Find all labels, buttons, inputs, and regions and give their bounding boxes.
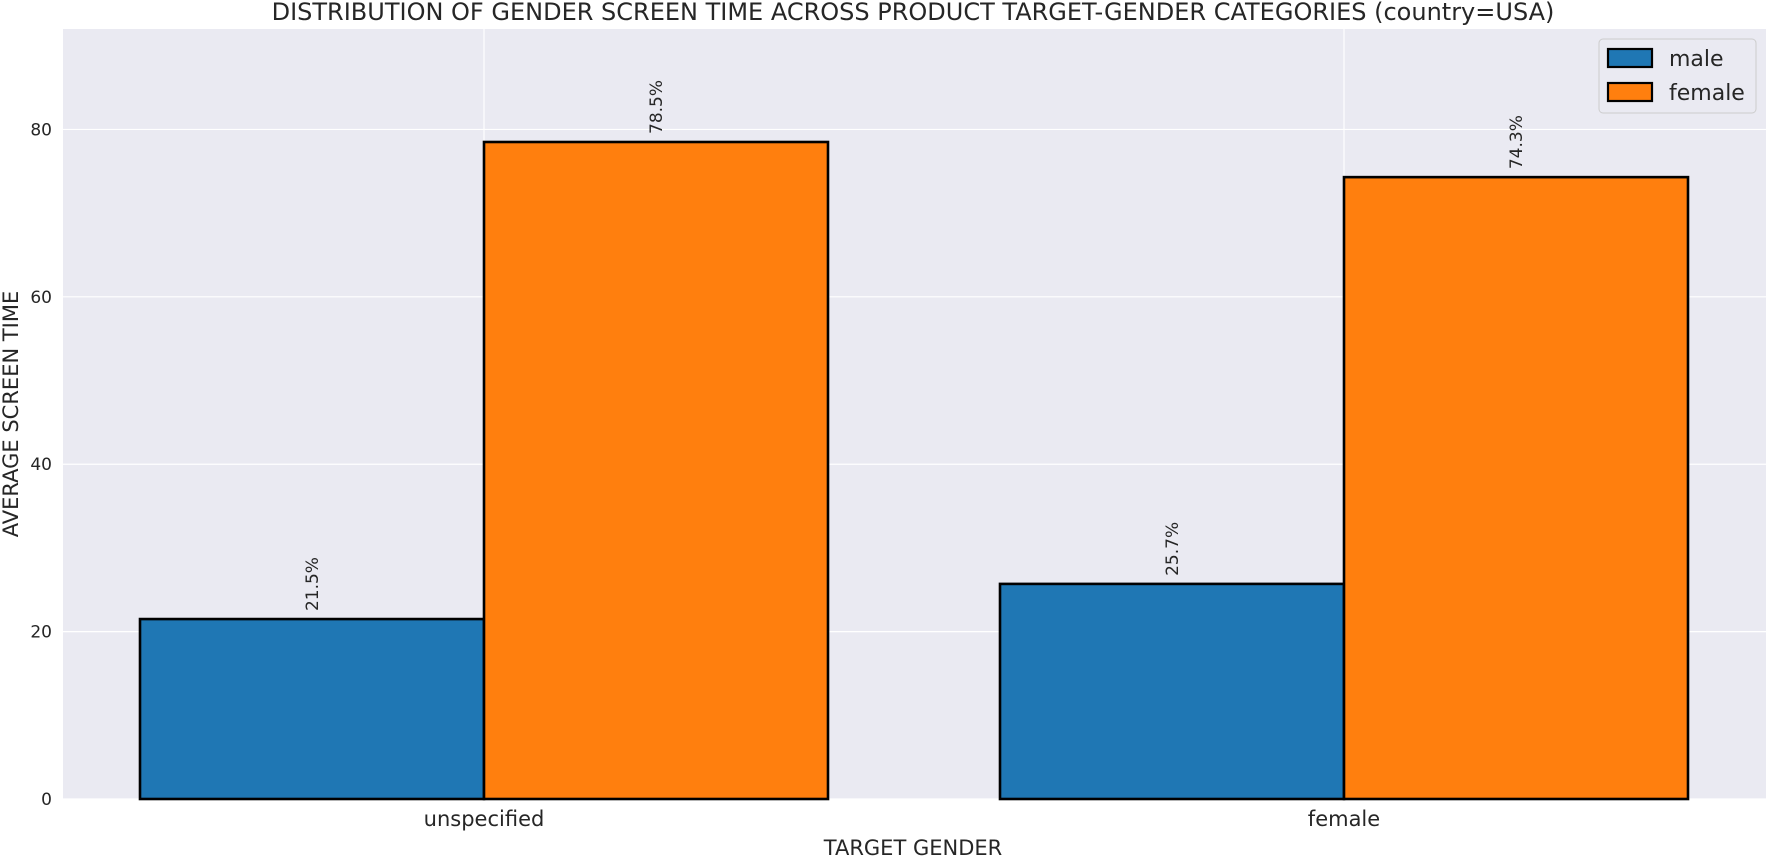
y-tick-label: 20 [30, 623, 52, 643]
y-tick-label: 40 [30, 455, 52, 475]
legend-swatch-female [1606, 81, 1654, 103]
legend-swatch-male [1606, 47, 1654, 69]
y-axis-ticks: 0 20 40 60 80 [30, 120, 52, 810]
data-labels: 21.5% 25.7% 78.5% 74.3% [303, 80, 1527, 611]
bar-male-female [998, 582, 1346, 801]
chart-title: DISTRIBUTION OF GENDER SCREEN TIME ACROS… [272, 0, 1555, 26]
legend-label-male: male [1669, 47, 1724, 72]
data-label-male-female: 25.7% [1163, 522, 1183, 576]
bar-female-unspecified [482, 140, 830, 801]
x-axis-ticks: unspecified female [424, 807, 1381, 831]
x-tick-label-female: female [1308, 807, 1380, 831]
legend: male female [1598, 38, 1757, 114]
y-tick-label: 60 [30, 288, 52, 308]
bars [138, 140, 1690, 801]
data-label-male-unspecified: 21.5% [303, 557, 323, 611]
legend-label-female: female [1669, 81, 1745, 106]
y-tick-label: 0 [41, 790, 52, 810]
x-axis-title: TARGET GENDER [823, 836, 1002, 859]
data-label-female-female: 74.3% [1507, 115, 1527, 169]
x-tick-label-unspecified: unspecified [424, 807, 545, 831]
y-tick-label: 80 [30, 120, 52, 140]
y-axis-title: AVERAGE SCREEN TIME [0, 291, 23, 538]
bar-female-female [1342, 175, 1690, 801]
bar-male-unspecified [138, 617, 486, 801]
data-label-female-unspecified: 78.5% [647, 80, 667, 134]
